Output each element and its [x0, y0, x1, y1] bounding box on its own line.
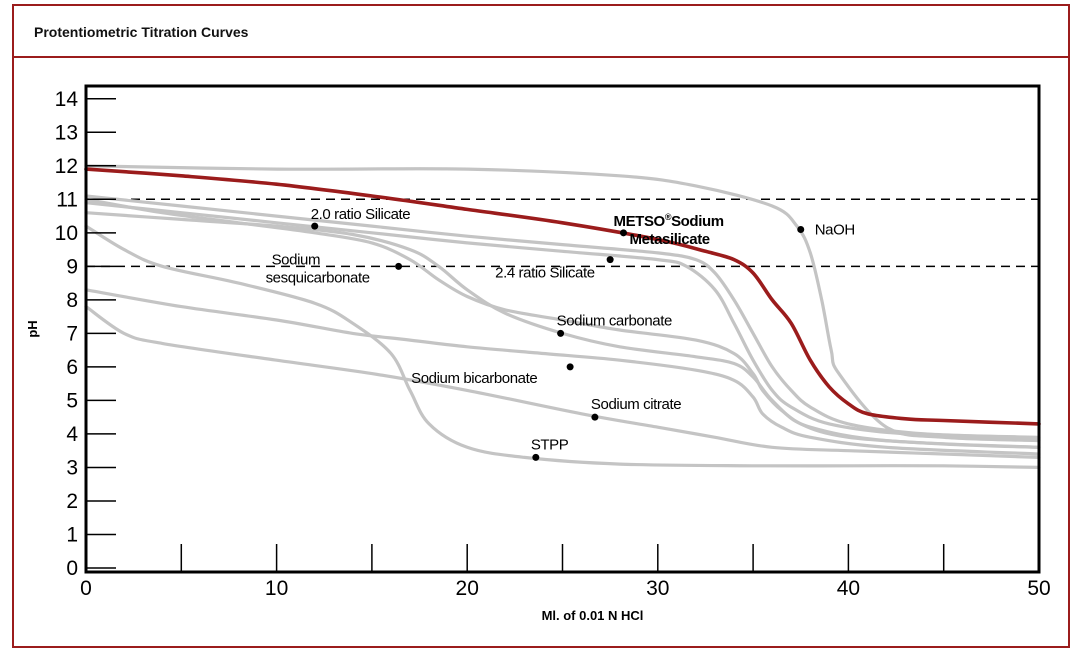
marker-label-bicarbonate	[566, 363, 574, 371]
label-metso-2: Metasilicate	[629, 231, 709, 248]
label-sesqui-2: sesquicarbonate	[266, 269, 370, 286]
label-naoh: NaOH	[815, 221, 855, 238]
y-tick-label-13: 13	[55, 121, 78, 144]
panel-header: Protentiometric Titration Curves	[14, 6, 1068, 58]
y-tick-label-14: 14	[55, 88, 79, 111]
x-tick-label-20: 20	[456, 577, 479, 600]
x-tick-label-0: 0	[80, 577, 92, 600]
marker-label-carbonate	[557, 329, 565, 337]
label-silicate-2-4: 2.4 ratio Silicate	[495, 265, 595, 282]
marker-label-sesqui-1	[395, 262, 403, 270]
x-tick-label-40: 40	[837, 577, 860, 600]
marker-label-citrate	[591, 413, 599, 421]
label-silicate-2-0: 2.0 ratio Silicate	[311, 206, 411, 223]
label-metso-1: METSO®Sodium	[613, 212, 723, 230]
x-tick-label-30: 30	[646, 577, 669, 600]
curve-naoh	[84, 164, 1041, 443]
curve-stpp	[84, 224, 1041, 469]
x-tick-label-10: 10	[265, 577, 288, 600]
y-tick-label-9: 9	[66, 255, 78, 278]
y-tick-label-5: 5	[66, 389, 78, 412]
y-tick-label-1: 1	[66, 523, 78, 546]
label-citrate: Sodium citrate	[591, 396, 681, 413]
y-tick-label-10: 10	[55, 222, 78, 245]
marker-label-naoh	[797, 225, 805, 233]
y-tick-label-11: 11	[56, 188, 78, 211]
panel-title: Protentiometric Titration Curves	[34, 24, 249, 40]
y-tick-label-2: 2	[66, 490, 78, 513]
curve-citrate	[84, 305, 1041, 459]
y-tick-label-7: 7	[66, 322, 78, 345]
y-tick-label-12: 12	[55, 155, 78, 178]
label-bicarbonate: Sodium bicarbonate	[411, 370, 537, 387]
registered-mark: ®	[665, 212, 672, 222]
y-tick-label-3: 3	[66, 456, 78, 479]
curve-carbonate	[84, 211, 1041, 449]
marker-label-silicate-2-0	[311, 222, 319, 230]
y-tick-label-8: 8	[66, 289, 78, 312]
curve-silicate-2-4	[84, 201, 1041, 441]
curve-silicate-2-0	[84, 194, 1041, 439]
label-sesqui-1: Sodium	[272, 251, 320, 268]
curve-bicarbonate	[84, 288, 1041, 456]
y-axis-label: pH	[25, 320, 40, 337]
y-tick-label-4: 4	[66, 423, 78, 446]
curve-metso	[84, 167, 1041, 426]
marker-label-stpp	[532, 453, 540, 461]
y-tick-label-6: 6	[66, 356, 78, 379]
label-carbonate: Sodium carbonate	[557, 312, 672, 329]
marker-label-silicate-2-4	[606, 256, 614, 264]
marker-label-metso-1	[619, 229, 627, 237]
label-metso-suffix: Sodium	[671, 213, 724, 230]
x-axis-label: Ml. of 0.01 N HCl	[542, 608, 644, 623]
label-stpp: STPP	[531, 436, 569, 453]
y-tick-label-0: 0	[66, 557, 78, 580]
x-tick-label-50: 50	[1027, 577, 1050, 600]
